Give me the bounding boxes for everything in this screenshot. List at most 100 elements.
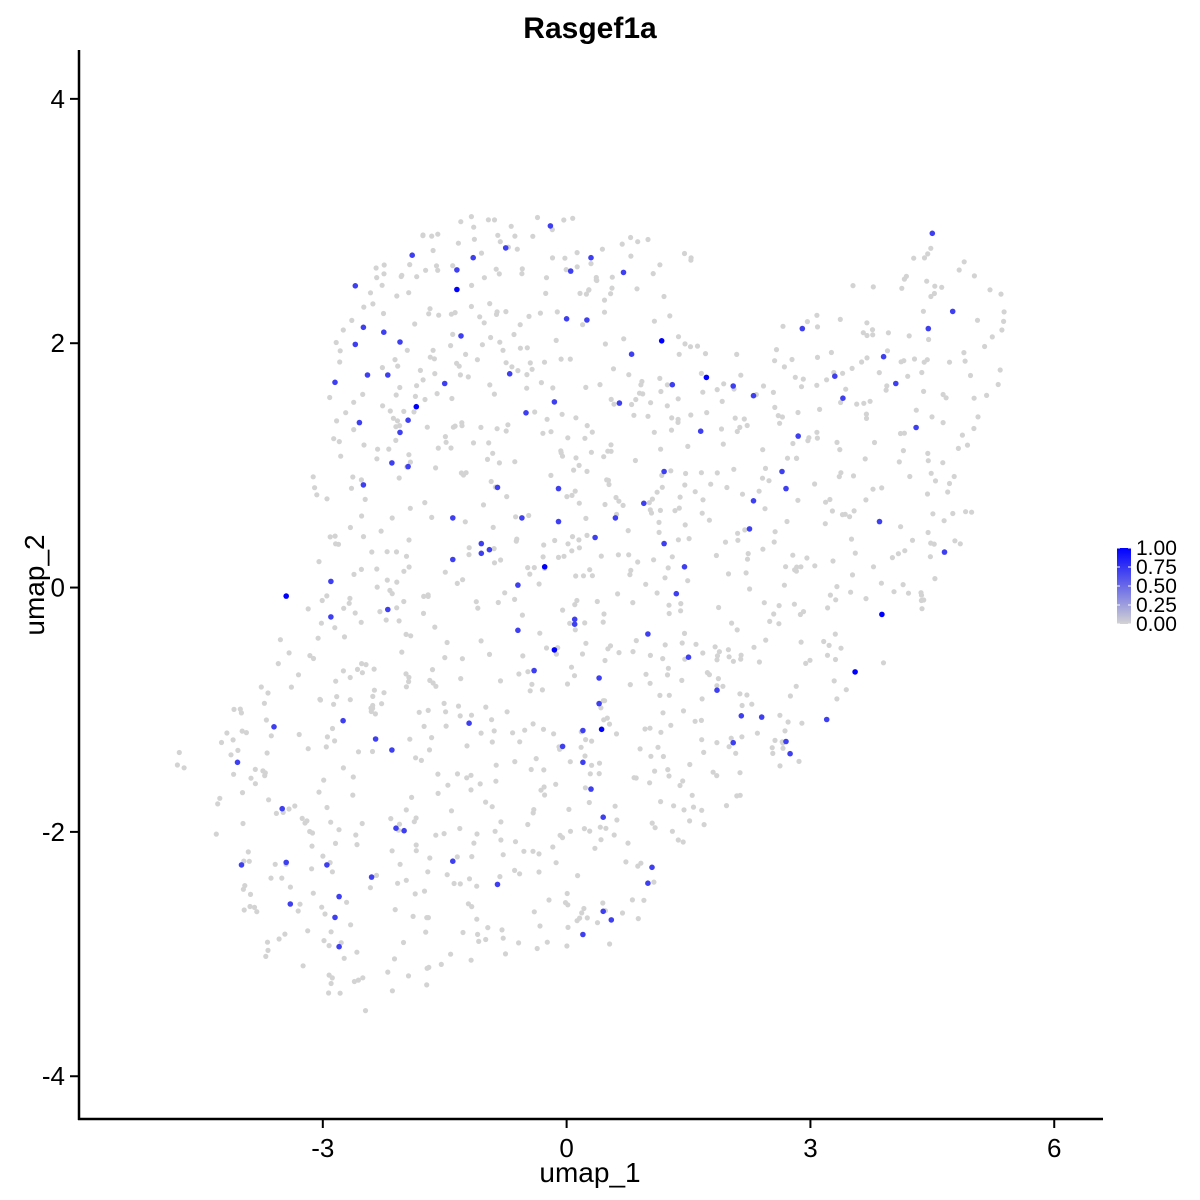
background-cell-point	[466, 545, 472, 551]
background-cell-point	[955, 445, 962, 451]
background-cell-point	[561, 553, 567, 559]
expressing-cell-point	[580, 759, 586, 766]
background-cell-point	[863, 497, 869, 503]
background-cell-point	[319, 904, 325, 910]
background-cell-point	[647, 680, 653, 686]
background-cell-point	[522, 727, 528, 733]
background-cell-point	[512, 233, 518, 239]
background-cell-point	[394, 605, 400, 611]
background-cell-point	[583, 384, 589, 390]
background-cell-point	[967, 372, 974, 379]
background-cell-point	[699, 510, 705, 516]
x-tick-label: 0	[559, 1133, 573, 1163]
background-cell-point	[738, 656, 744, 662]
background-cell-point	[263, 717, 269, 723]
background-cell-point	[659, 484, 665, 490]
background-cell-point	[516, 940, 522, 946]
background-cell-point	[601, 611, 607, 617]
background-cell-point	[488, 334, 494, 341]
background-cell-point	[394, 418, 401, 424]
background-cell-point	[479, 342, 485, 348]
background-cell-point	[739, 734, 745, 740]
expressing-cell-point	[332, 914, 338, 921]
background-cell-point	[263, 953, 269, 960]
background-cell-point	[455, 703, 462, 709]
background-cell-point	[407, 459, 413, 465]
background-cell-point	[320, 853, 326, 859]
background-cell-point	[495, 599, 501, 606]
background-cell-point	[442, 434, 448, 440]
x-axis-label: umap_1	[539, 1157, 640, 1188]
background-cell-point	[354, 949, 360, 955]
background-cell-point	[448, 951, 454, 957]
background-cell-point	[478, 424, 484, 430]
background-cell-point	[272, 861, 278, 867]
background-cell-point	[669, 828, 676, 834]
background-cell-point	[787, 693, 794, 699]
background-cell-point	[527, 571, 533, 577]
background-cell-point	[316, 789, 322, 795]
background-cell-point	[623, 859, 629, 865]
y-tick-label: 0	[51, 573, 65, 603]
background-cell-point	[374, 566, 380, 572]
expressing-cell-point	[628, 351, 635, 358]
background-cell-point	[714, 740, 720, 746]
background-cell-point	[438, 961, 444, 968]
background-cell-point	[658, 729, 664, 735]
background-cell-point	[396, 821, 403, 827]
background-cell-point	[500, 347, 506, 353]
background-cell-point	[605, 477, 612, 483]
background-cell-point	[633, 775, 639, 781]
background-cell-point	[491, 560, 498, 566]
background-cell-point	[242, 883, 248, 889]
background-cell-point	[628, 253, 634, 259]
background-cell-point	[635, 559, 641, 565]
background-cell-point	[702, 351, 709, 357]
background-cell-point	[353, 832, 359, 838]
background-cell-point	[235, 747, 241, 754]
background-cell-point	[491, 217, 498, 223]
background-cell-point	[529, 681, 535, 687]
background-cell-point	[519, 271, 525, 277]
background-cell-point	[627, 572, 633, 578]
background-cell-point	[358, 619, 364, 625]
background-cell-point	[286, 650, 292, 656]
background-cell-point	[616, 498, 622, 504]
background-cell-point	[481, 275, 487, 281]
background-cell-point	[921, 388, 927, 394]
background-cell-point	[885, 330, 892, 336]
background-cell-point	[361, 304, 367, 310]
legend-tick-label: 0.00	[1136, 613, 1177, 636]
background-cell-point	[552, 537, 558, 544]
background-cell-point	[292, 803, 298, 809]
background-cell-point	[379, 282, 385, 288]
background-cell-point	[825, 605, 831, 611]
x-tick-label: -3	[311, 1133, 334, 1163]
background-cell-point	[541, 767, 547, 773]
background-cell-point	[273, 810, 279, 817]
background-cell-point	[798, 384, 805, 390]
background-cell-point	[450, 424, 456, 430]
expressing-cell-point	[523, 410, 529, 416]
expressing-cell-point	[673, 590, 680, 597]
background-cell-point	[359, 661, 365, 667]
background-cell-point	[464, 743, 470, 749]
background-cell-point	[484, 456, 491, 462]
background-cell-point	[850, 473, 857, 479]
background-cell-point	[601, 297, 608, 303]
background-cell-point	[851, 508, 857, 514]
background-cell-point	[772, 737, 778, 744]
background-cell-point	[576, 537, 582, 543]
background-cell-point	[524, 345, 530, 351]
background-cell-point	[682, 522, 688, 528]
background-cell-point	[560, 607, 566, 613]
background-cell-point	[666, 610, 672, 617]
background-cell-point	[351, 399, 357, 405]
background-cell-point	[340, 327, 346, 333]
background-cell-point	[436, 312, 442, 318]
expressing-cell-point	[929, 230, 936, 237]
background-cell-point	[609, 274, 615, 280]
legend-tick-label: 1.00	[1136, 537, 1177, 560]
expressing-cell-point	[405, 417, 411, 424]
expressing-cell-point	[669, 381, 676, 388]
